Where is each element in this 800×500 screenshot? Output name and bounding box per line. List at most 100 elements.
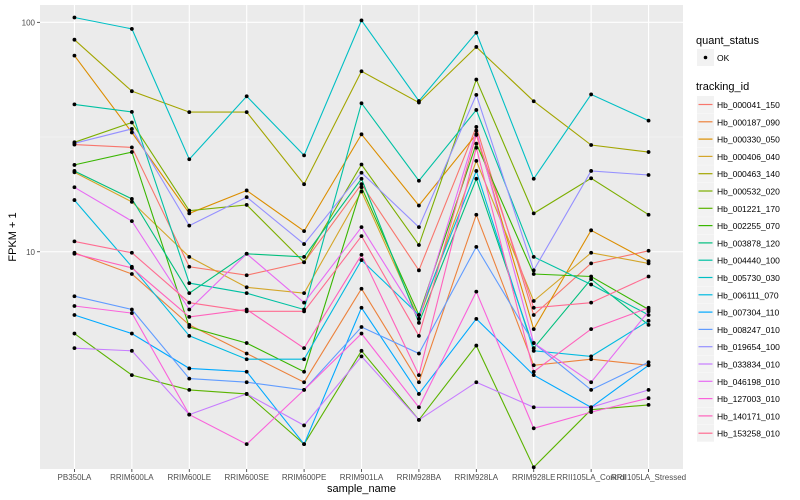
x-tick-label: RRII105LA_Stressed [611, 473, 686, 482]
data-point-Hb_000406_040 [359, 189, 364, 194]
data-point-Hb_005730_030 [646, 118, 651, 123]
data-point-Hb_000330_050 [531, 327, 536, 332]
x-tick-label: RRIM928LE [512, 473, 556, 482]
data-point-Hb_033834_010 [417, 417, 421, 422]
data-point-Hb_002255_070 [359, 185, 364, 190]
legend-label: Hb_000463_140 [717, 169, 780, 179]
data-point-Hb_008247_010 [244, 380, 249, 385]
data-point-Hb_006111_070 [417, 313, 421, 317]
data-point-Hb_005730_030 [302, 153, 306, 158]
data-point-Hb_153258_010 [244, 309, 249, 314]
data-point-Hb_003878_120 [359, 176, 364, 181]
data-point-Hb_000187_090 [129, 272, 134, 276]
data-point-Hb_127003_010 [589, 410, 594, 415]
data-point-Hb_153258_010 [72, 239, 77, 244]
data-point-Hb_153258_010 [474, 133, 479, 137]
data-point-Hb_006111_070 [531, 348, 536, 353]
legend-label: Hb_000406_040 [717, 152, 780, 162]
data-point-Hb_006111_070 [72, 198, 77, 202]
legend-label: Hb_000532_020 [717, 187, 780, 197]
legend-label: Hb_001221_170 [717, 204, 780, 214]
legend-label: Hb_004440_100 [717, 256, 780, 266]
data-point-Hb_001221_170 [531, 465, 536, 470]
data-point-Hb_127003_010 [302, 387, 306, 392]
data-point-Hb_000463_140 [531, 99, 536, 104]
data-point-Hb_127003_010 [531, 426, 536, 431]
data-point-Hb_004440_100 [129, 110, 134, 114]
data-point-Hb_007304_110 [187, 366, 192, 371]
data-point-Hb_033834_010 [244, 392, 249, 396]
data-point-Hb_001221_170 [359, 348, 364, 353]
data-point-Hb_127003_010 [187, 412, 192, 417]
data-point-Hb_046198_010 [589, 380, 594, 385]
data-point-Hb_008247_010 [646, 360, 651, 365]
data-point-Hb_033834_010 [531, 405, 536, 410]
data-point-Hb_000187_090 [244, 351, 249, 356]
data-point-Hb_007304_110 [129, 331, 134, 336]
data-point-Hb_046198_010 [302, 300, 306, 305]
x-tick-label: RRIM928LA [455, 473, 499, 482]
data-point-Hb_007304_110 [244, 369, 249, 374]
data-point-Hb_140171_010 [302, 346, 306, 351]
data-point-Hb_000463_140 [474, 45, 479, 49]
data-point-Hb_046198_010 [474, 128, 479, 133]
legend-label: Hb_000330_050 [717, 135, 780, 145]
legend-point-icon [703, 55, 708, 60]
data-point-Hb_002255_070 [187, 325, 192, 329]
data-point-Hb_005730_030 [72, 15, 77, 20]
legend-label: Hb_033834_010 [717, 360, 780, 370]
x-tick-label: RRIM928BA [397, 473, 442, 482]
data-point-Hb_000406_040 [474, 158, 479, 163]
data-point-Hb_033834_010 [474, 380, 479, 385]
data-point-Hb_005730_030 [589, 92, 594, 97]
data-point-Hb_140171_010 [646, 305, 651, 310]
data-point-Hb_046198_010 [244, 251, 249, 256]
data-point-Hb_006111_070 [589, 354, 594, 359]
data-point-Hb_007304_110 [474, 316, 479, 321]
data-point-Hb_033834_010 [646, 387, 651, 392]
data-point-Hb_033834_010 [129, 348, 134, 353]
data-point-Hb_003878_120 [417, 320, 421, 325]
data-point-Hb_000330_050 [187, 211, 192, 216]
data-point-Hb_000330_050 [129, 130, 134, 135]
legend-label: Hb_005730_030 [717, 273, 780, 283]
data-point-Hb_002255_070 [474, 141, 479, 146]
data-point-Hb_019654_100 [589, 169, 594, 173]
data-point-Hb_006111_070 [302, 357, 306, 362]
data-point-Hb_006111_070 [646, 318, 651, 323]
y-axis-title: FPKM + 1 [7, 212, 19, 261]
data-point-Hb_000532_020 [474, 77, 479, 82]
data-point-Hb_000463_140 [359, 69, 364, 74]
data-point-Hb_033834_010 [302, 423, 306, 428]
data-point-Hb_008247_010 [129, 307, 134, 312]
data-point-Hb_000330_050 [417, 203, 421, 208]
x-tick-label: RRII105LA_Control [556, 473, 626, 482]
data-point-Hb_004440_100 [417, 178, 421, 183]
data-point-Hb_046198_010 [646, 309, 651, 314]
data-point-Hb_000532_020 [531, 211, 536, 216]
y-axis: 10 100 [22, 18, 40, 257]
data-point-Hb_008247_010 [359, 325, 364, 329]
data-point-Hb_019654_100 [646, 173, 651, 177]
data-point-Hb_153258_010 [589, 300, 594, 305]
data-point-Hb_000041_150 [359, 182, 364, 187]
data-point-Hb_140171_010 [417, 373, 421, 377]
data-point-Hb_000406_040 [646, 261, 651, 266]
data-point-Hb_004440_100 [474, 108, 479, 112]
data-point-Hb_000041_150 [589, 261, 594, 266]
data-point-Hb_006111_070 [244, 357, 249, 362]
data-point-Hb_000532_020 [589, 176, 594, 181]
x-tick-label: RRIM600LE [167, 473, 211, 482]
data-point-Hb_002255_070 [244, 341, 249, 345]
data-point-Hb_019654_100 [302, 242, 306, 246]
data-point-Hb_005730_030 [359, 18, 364, 23]
data-point-Hb_033834_010 [72, 346, 77, 351]
legend-label: Hb_019654_100 [717, 342, 780, 352]
data-point-Hb_127003_010 [129, 311, 134, 316]
legend-label: Hb_008247_010 [717, 325, 780, 335]
data-point-Hb_000406_040 [589, 250, 594, 255]
data-point-Hb_000187_090 [474, 212, 479, 217]
data-point-Hb_000041_150 [474, 125, 479, 129]
data-point-Hb_008247_010 [417, 351, 421, 356]
